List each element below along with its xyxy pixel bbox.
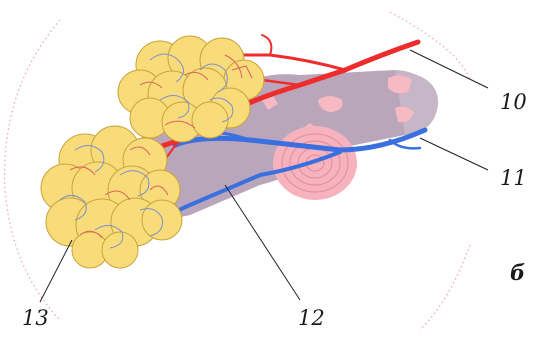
leader-13 [39, 239, 73, 303]
label-10: 10 [500, 90, 527, 114]
alveoli-lower [40, 125, 183, 269]
leader-12 [224, 184, 301, 301]
frame-arc-right [389, 11, 471, 81]
leader-11 [419, 137, 489, 171]
capillary-net-lower [59, 145, 169, 249]
cartilage-patch [388, 75, 412, 94]
cartilage-patch [395, 106, 414, 123]
cartilage-patch [318, 96, 343, 112]
label-12: 12 [298, 306, 325, 330]
leader-lines [39, 49, 489, 303]
label-13: 13 [22, 306, 49, 330]
leader-10 [409, 49, 489, 89]
panel-label: б [510, 260, 526, 285]
label-11: 11 [500, 166, 527, 190]
capillary-net-upper [139, 53, 253, 129]
frame-arc-bottom-right [419, 244, 471, 331]
